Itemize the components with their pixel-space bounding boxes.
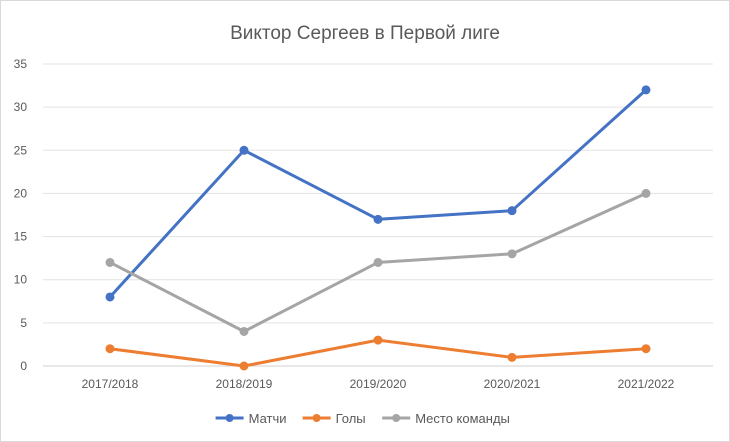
- legend-label: Место команды: [415, 411, 510, 426]
- y-tick-label: 25: [14, 143, 28, 157]
- x-tick-label: 2017/2018: [82, 377, 139, 391]
- legend-item: Место команды: [382, 411, 510, 426]
- legend-item: Матчи: [215, 411, 287, 426]
- data-point: [239, 361, 249, 371]
- data-point: [507, 352, 517, 362]
- data-point: [641, 85, 651, 95]
- data-point: [239, 326, 249, 336]
- data-point: [105, 292, 115, 302]
- x-tick-label: 2018/2019: [216, 377, 273, 391]
- series-1: [105, 335, 651, 371]
- y-tick-label: 5: [20, 316, 27, 330]
- data-point: [239, 145, 249, 155]
- series-lines: [105, 85, 651, 371]
- series-0: [105, 85, 651, 302]
- gridlines: [43, 63, 713, 367]
- data-point: [105, 257, 115, 267]
- x-axis-ticks: 2017/2018 2018/2019 2019/2020 2020/2021 2021…: [82, 377, 675, 391]
- data-point: [373, 335, 383, 345]
- x-tick-label: 2021/2022: [618, 377, 675, 391]
- data-point: [507, 206, 517, 216]
- series-2: [105, 188, 651, 336]
- y-axis-ticks: 0 5 10 15 20 25 30 35: [14, 57, 28, 373]
- x-tick-label: 2019/2020: [350, 377, 407, 391]
- y-tick-label: 0: [20, 359, 27, 373]
- legend: Матчи Голы Место команды: [215, 411, 510, 426]
- legend-item: Голы: [302, 411, 366, 426]
- legend-marker: [225, 414, 234, 422]
- chart-title: Виктор Сергеев в Первой лиге: [230, 23, 500, 44]
- data-point: [105, 344, 115, 354]
- data-point: [373, 257, 383, 267]
- y-tick-label: 15: [14, 230, 28, 244]
- y-tick-label: 20: [14, 186, 28, 200]
- data-point: [373, 214, 383, 224]
- data-point: [641, 188, 651, 198]
- x-tick-label: 2020/2021: [484, 377, 541, 391]
- data-point: [641, 344, 651, 354]
- y-tick-label: 10: [14, 273, 28, 287]
- legend-label: Голы: [336, 411, 366, 426]
- legend-marker: [392, 414, 401, 422]
- legend-label: Матчи: [249, 411, 287, 426]
- data-point: [507, 249, 517, 259]
- y-tick-label: 35: [14, 57, 28, 71]
- y-tick-label: 30: [14, 100, 28, 114]
- legend-marker: [312, 414, 321, 422]
